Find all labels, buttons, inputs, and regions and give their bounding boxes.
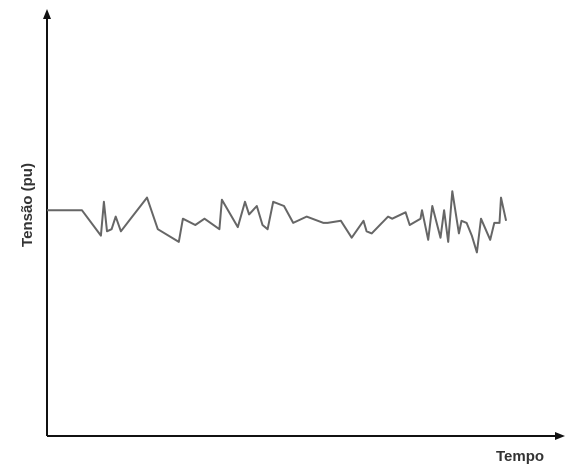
series-line-0	[47, 190, 508, 254]
x-axis-label: Tempo	[496, 448, 544, 465]
series-layer	[47, 190, 508, 254]
y-axis-label: Tensão (pu)	[19, 163, 36, 247]
